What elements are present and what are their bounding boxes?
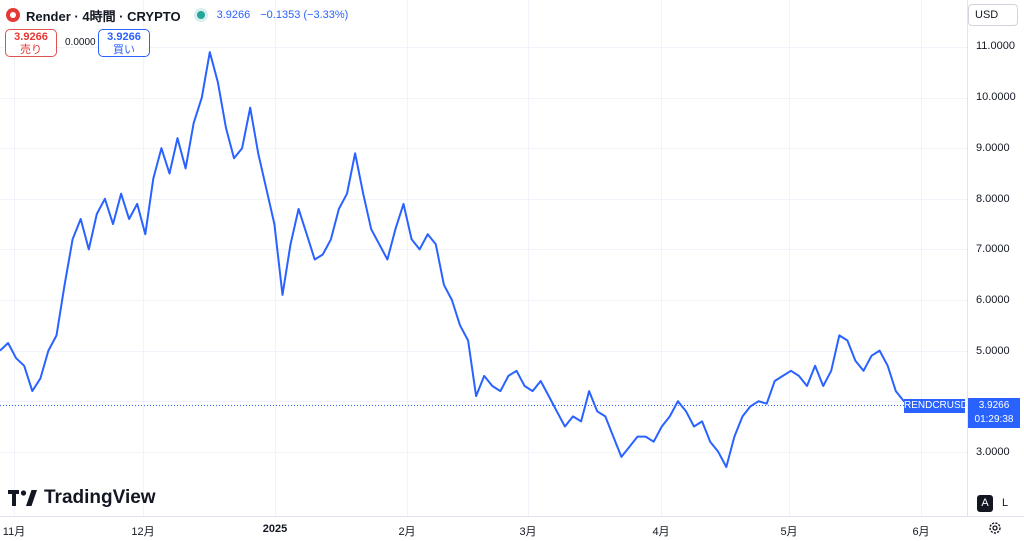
- log-scale-button[interactable]: L: [1001, 497, 1009, 509]
- buy-label: 買い: [113, 44, 135, 56]
- symbol-title[interactable]: Render · 4時間 · CRYPTO: [26, 8, 181, 24]
- sell-button[interactable]: 3.9266 売り: [5, 29, 57, 57]
- x-tick-label: 11月: [2, 526, 26, 538]
- x-tick-label: 2月: [398, 526, 416, 538]
- buy-button[interactable]: 3.9266 買い: [98, 29, 150, 57]
- x-tick-label: 5月: [780, 526, 798, 538]
- y-tick-label: 5.0000: [976, 345, 1010, 357]
- brand-name: TradingView: [44, 487, 156, 508]
- y-tick-label: 3.0000: [976, 446, 1010, 458]
- y-tick-label: 10.0000: [976, 91, 1016, 103]
- sell-label: 売り: [20, 44, 42, 56]
- market-status-icon[interactable]: [196, 11, 205, 19]
- x-tick-label: 12月: [131, 526, 155, 538]
- last-price-label: 3.9266 01:29:38: [968, 398, 1020, 428]
- last-price: 3.9266: [978, 400, 1010, 411]
- bar-countdown: 01:29:38: [974, 414, 1014, 425]
- buy-price: 3.9266: [107, 31, 141, 43]
- x-tick-label: 6月: [912, 526, 930, 538]
- header-change: −0.1353 (−3.33%): [260, 9, 349, 21]
- y-tick-label: 7.0000: [976, 243, 1010, 255]
- currency-select[interactable]: USD: [968, 4, 1018, 26]
- y-tick-label: 6.0000: [976, 294, 1010, 306]
- tradingview-logo-icon: [8, 490, 37, 506]
- settings-gear-icon[interactable]: [988, 521, 1002, 535]
- x-tick-label: 2025: [262, 523, 288, 535]
- spread-value: 0.0000: [65, 37, 96, 48]
- sell-price: 3.9266: [14, 31, 48, 43]
- y-tick-label: 8.0000: [976, 193, 1010, 205]
- y-tick-label: 11.0000: [976, 40, 1015, 52]
- price-series-line[interactable]: [0, 51, 921, 468]
- auto-scale-button[interactable]: A: [977, 495, 993, 512]
- symbol-price-label: RENDCRUSD: [904, 399, 968, 413]
- x-tick-label: 4月: [652, 526, 670, 538]
- header-price: 3.9266: [216, 9, 251, 21]
- chart-header: Render · 4時間 · CRYPTO 3.9266 −0.1353 (−3…: [6, 6, 348, 24]
- x-tick-label: 3月: [519, 526, 537, 538]
- tradingview-logo[interactable]: TradingView: [8, 487, 156, 509]
- render-logo-icon: [6, 8, 20, 22]
- y-tick-label: 9.0000: [976, 142, 1010, 154]
